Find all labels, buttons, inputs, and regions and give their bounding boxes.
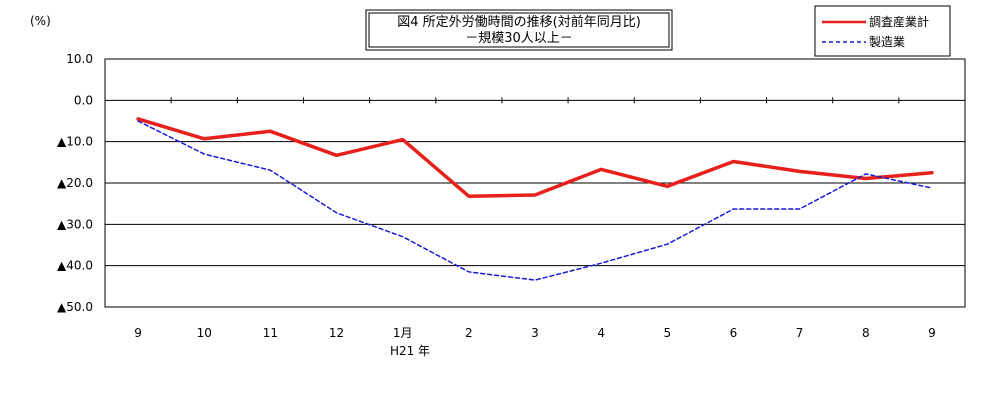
series-lines bbox=[136, 117, 934, 281]
x-tick-label: 9 bbox=[928, 326, 936, 340]
x-tick-label: 1月 bbox=[393, 326, 413, 340]
y-tick-label: ▲50.0 bbox=[57, 300, 93, 314]
x-tick-label: 3 bbox=[531, 326, 539, 340]
series-line-2 bbox=[137, 120, 933, 281]
chart-title-box: 図4 所定外労働時間の推移(対前年同月比) －規模30人以上－ bbox=[365, 9, 673, 51]
x-axis-year-note: H21 年 bbox=[390, 344, 430, 358]
x-tick-label: 4 bbox=[597, 326, 605, 340]
y-tick-label: ▲40.0 bbox=[57, 259, 93, 273]
legend: 調査産業計 製造業 bbox=[814, 5, 951, 57]
y-tick-label: 0.0 bbox=[74, 93, 93, 107]
x-tick-label: 6 bbox=[730, 326, 738, 340]
x-tick-label: 7 bbox=[796, 326, 804, 340]
chart-subtitle: －規模30人以上－ bbox=[465, 31, 573, 46]
gridlines bbox=[105, 97, 965, 267]
x-tick-label: 2 bbox=[465, 326, 473, 340]
x-tick-label: 11 bbox=[263, 326, 278, 340]
legend-label-series-2: 製造業 bbox=[869, 35, 905, 49]
y-tick-label: ▲20.0 bbox=[57, 176, 93, 190]
series-line-1 bbox=[136, 117, 934, 198]
legend-label-series-1: 調査産業計 bbox=[869, 14, 929, 29]
x-axis-ticks: 9 10 11 12 1月 2 3 4 5 6 7 8 9 bbox=[134, 326, 935, 340]
chart-title: 図4 所定外労働時間の推移(対前年同月比) bbox=[397, 14, 641, 30]
x-tick-label: 12 bbox=[329, 326, 344, 340]
x-tick-label: 9 bbox=[134, 326, 142, 340]
x-tick-label: 8 bbox=[862, 326, 870, 340]
x-tick-label: 10 bbox=[197, 326, 212, 340]
y-tick-label: 10.0 bbox=[66, 52, 93, 66]
y-tick-label: ▲10.0 bbox=[57, 135, 93, 149]
x-tick-label: 5 bbox=[663, 326, 671, 340]
y-tick-label: ▲30.0 bbox=[57, 217, 93, 231]
y-axis-ticks: 10.0 0.0 ▲10.0 ▲20.0 ▲30.0 ▲40.0 ▲50.0 bbox=[57, 52, 93, 314]
y-unit-label: (%) bbox=[30, 14, 51, 28]
